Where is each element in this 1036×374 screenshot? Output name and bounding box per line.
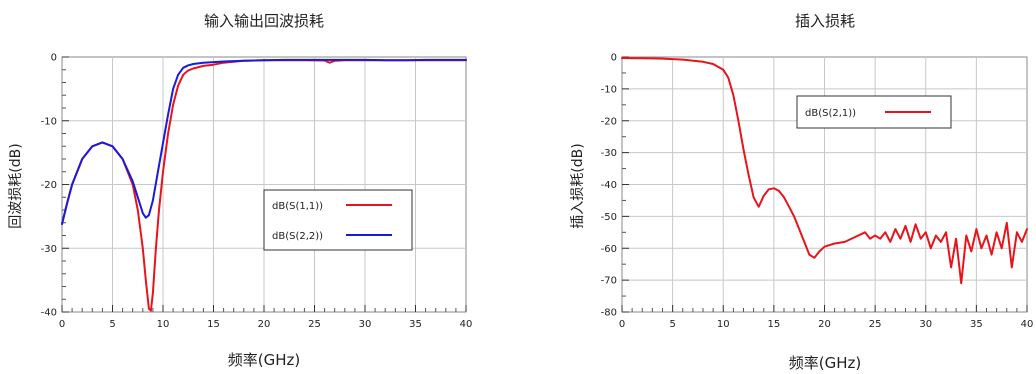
y-axis-label: 回波损耗(dB) (8, 143, 24, 228)
y-tick-label: 0 (611, 53, 617, 64)
x-tick-label: 30 (919, 319, 932, 330)
insertion-loss-chart: 插入损耗 插入损耗(dB) 频率(GHz) 0 5 10 15 20 25 30 35 400-… (570, 12, 1033, 372)
return-loss-chart: 输入输出回波损耗 回波损耗(dB) 频率(GHz) 0 5 10 15 20 25 30 35… (8, 12, 472, 369)
x-tick-label: 25 (308, 319, 321, 330)
x-tick-label: 0 (619, 319, 625, 330)
x-tick-label: 25 (869, 319, 882, 330)
legend: dB(S(1,1)) dB(S(2,2)) (263, 189, 413, 251)
legend: dB(S(2,1)) (796, 95, 952, 129)
y-tick-label: -60 (601, 244, 617, 255)
y-tick-label: -10 (601, 84, 617, 95)
x-tick-label: 10 (157, 319, 170, 330)
y-tick-label: -40 (41, 308, 57, 319)
x-tick-label: 35 (409, 319, 422, 330)
y-tick-label: -20 (601, 116, 617, 127)
legend-label: dB(S(2,2)) (272, 231, 323, 242)
x-tick-label: 40 (460, 319, 473, 330)
y-tick-label: -50 (601, 212, 617, 223)
x-tick-label: 15 (207, 319, 220, 330)
x-tick-label: 20 (818, 319, 831, 330)
y-tick-label: -20 (41, 180, 57, 191)
x-tick-label: 35 (970, 319, 983, 330)
y-tick-label: 0 (51, 53, 57, 64)
x-tick-label: 20 (258, 319, 271, 330)
x-tick-label: 30 (359, 319, 372, 330)
y-tick-label: -30 (41, 244, 57, 255)
y-tick-label: -10 (41, 116, 57, 127)
y-tick-label: -80 (601, 308, 617, 319)
x-tick-label: 0 (59, 319, 65, 330)
legend-box (263, 189, 413, 251)
x-axis-label: 频率(GHz) (789, 354, 861, 372)
y-tick-label: -70 (601, 276, 617, 287)
y-tick-label: -30 (601, 148, 617, 159)
y-axis-label: 插入损耗(dB) (570, 143, 586, 228)
chart-title: 插入损耗 (795, 12, 855, 30)
x-tick-label: 40 (1021, 319, 1034, 330)
x-tick-label: 15 (768, 319, 781, 330)
series-line (61, 58, 467, 225)
x-tick-label: 5 (669, 319, 675, 330)
y-tick-label: -40 (601, 180, 617, 191)
x-axis-label: 频率(GHz) (228, 351, 300, 369)
legend-label: dB(S(2,1)) (805, 108, 856, 119)
chart-title: 输入输出回波损耗 (204, 12, 324, 30)
x-tick-label: 5 (109, 319, 115, 330)
legend-label: dB(S(1,1)) (272, 201, 323, 212)
series-line (621, 57, 1028, 285)
x-tick-label: 10 (717, 319, 730, 330)
